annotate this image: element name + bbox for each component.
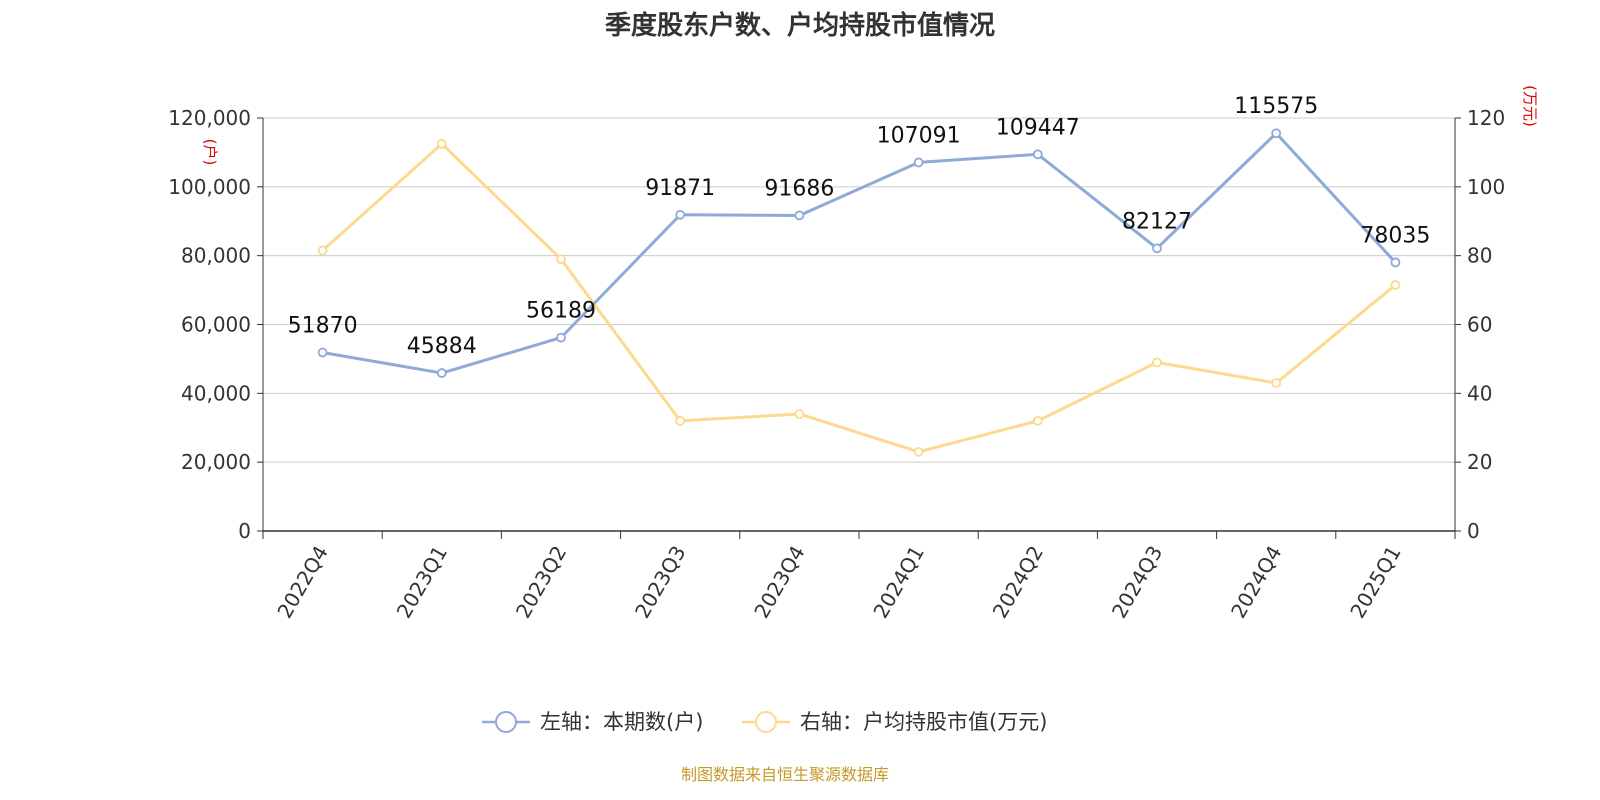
- right-tick-label: 80: [1467, 244, 1492, 268]
- data-point: [675, 209, 686, 220]
- left-tick-label: 40,000: [181, 381, 251, 405]
- right-tick-label: 120: [1467, 106, 1505, 130]
- right-axis-unit: (万元): [1521, 85, 1539, 127]
- left-tick-label: 60,000: [181, 313, 251, 337]
- series-households: 51870 45884 56189 91871 91686 107091 109447 821…: [288, 94, 1430, 378]
- legend-item-market-value[interactable]: 右轴：户均持股市值(万元): [742, 710, 1047, 734]
- left-axis-unit: (户): [201, 139, 219, 166]
- data-label: 115575: [1234, 94, 1318, 119]
- left-tick-label: 100,000: [168, 175, 251, 199]
- x-tick-label: 2024Q4: [1226, 542, 1286, 623]
- legend-item-households[interactable]: 左轴：本期数(户): [482, 710, 703, 734]
- grid-lines: [263, 117, 1455, 463]
- data-label: 56189: [526, 299, 596, 324]
- chart-title: 季度股东户数、户均持股市值情况: [605, 10, 995, 41]
- right-tick-label: 40: [1467, 381, 1492, 405]
- data-label: 109447: [996, 115, 1080, 140]
- x-tick-label: 2023Q1: [392, 542, 452, 623]
- right-tick-label: 20: [1467, 450, 1492, 474]
- source-note: 制图数据来自恒生聚源数据库: [681, 765, 889, 784]
- data-point: [436, 368, 447, 378]
- series-layer: 51870 45884 56189 91871 91686 107091 109447 821…: [288, 94, 1430, 457]
- data-label: 107091: [877, 123, 961, 148]
- legend-marker-households: [495, 711, 517, 733]
- data-point: [1032, 149, 1043, 160]
- data-point: [1271, 128, 1282, 139]
- data-point: [913, 157, 924, 168]
- right-tick-label: 0: [1467, 519, 1480, 543]
- data-point: [556, 332, 566, 343]
- data-point: [1390, 257, 1401, 268]
- right-tick-label: 100: [1467, 175, 1505, 199]
- data-point: [436, 138, 447, 149]
- data-point: [675, 415, 686, 426]
- data-label: 51870: [288, 313, 358, 338]
- data-point: [1032, 415, 1043, 426]
- data-point: [1390, 280, 1401, 290]
- data-label: 78035: [1360, 223, 1430, 248]
- series-line: [321, 142, 1397, 454]
- data-point: [1271, 378, 1282, 388]
- legend-label-households: 左轴：本期数(户): [540, 710, 703, 734]
- data-point: [317, 347, 328, 358]
- left-tick-label: 120,000: [168, 106, 251, 130]
- x-tick-label: 2024Q3: [1107, 542, 1167, 623]
- left-tick-label: 20,000: [181, 450, 251, 474]
- left-tick-label: 0: [238, 519, 251, 543]
- data-point: [556, 254, 566, 265]
- series-market-value: [317, 138, 1401, 457]
- x-tick-label: 2025Q1: [1345, 542, 1405, 623]
- x-tick-label: 2023Q4: [749, 542, 809, 623]
- data-label: 91686: [764, 176, 834, 201]
- data-label: 91871: [645, 176, 715, 201]
- x-tick-label: 2024Q1: [868, 542, 928, 623]
- left-tick-label: 80,000: [181, 244, 251, 268]
- data-point: [317, 245, 328, 256]
- x-tick-label: 2023Q3: [630, 542, 690, 623]
- right-tick-label: 60: [1467, 313, 1492, 337]
- data-label: 45884: [407, 334, 477, 359]
- data-label: 82127: [1122, 209, 1192, 234]
- axes: 0 20,000 40,000 60,000 80,000 100,000 120,000 0…: [168, 106, 1505, 622]
- data-point: [1152, 357, 1162, 368]
- x-tick-label: 2022Q4: [272, 542, 332, 623]
- legend-marker-market-value: [755, 711, 777, 733]
- data-point: [794, 409, 805, 419]
- data-point: [1152, 243, 1162, 254]
- x-tick-label: 2024Q2: [988, 542, 1048, 623]
- data-point: [794, 210, 805, 221]
- series-line: [322, 131, 1397, 375]
- x-tick-label: 2023Q2: [511, 542, 571, 623]
- data-point: [913, 446, 924, 457]
- legend-label-market-value: 右轴：户均持股市值(万元): [800, 710, 1047, 734]
- legend[interactable]: 左轴：本期数(户) 右轴：户均持股市值(万元): [482, 710, 1047, 734]
